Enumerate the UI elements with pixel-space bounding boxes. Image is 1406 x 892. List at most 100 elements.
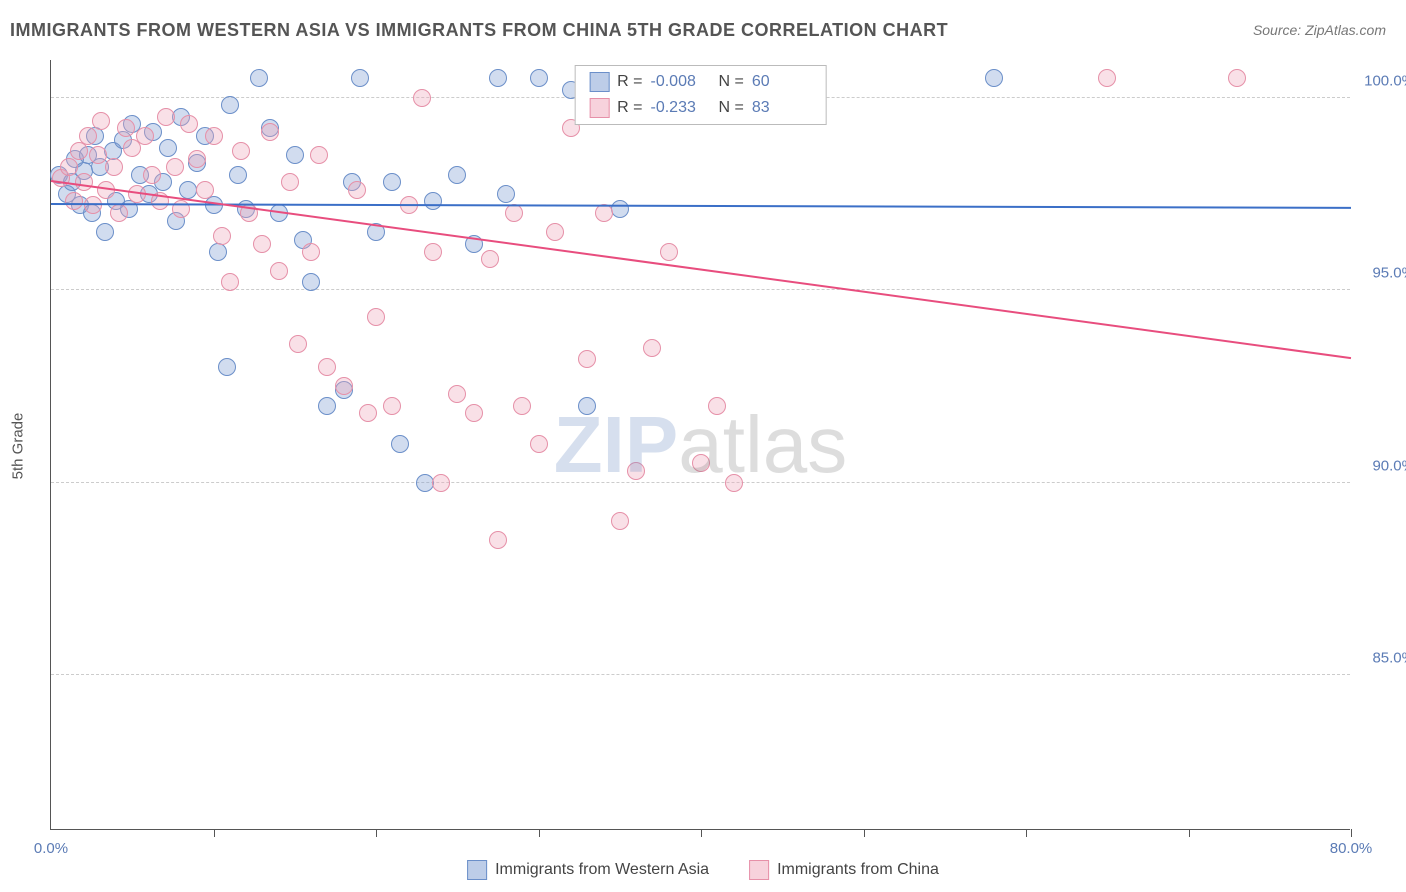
data-point <box>205 127 223 145</box>
r-value-blue: -0.008 <box>651 73 711 91</box>
x-tick-label: 80.0% <box>1330 840 1373 857</box>
data-point <box>660 243 678 261</box>
data-point <box>318 397 336 415</box>
data-point <box>281 173 299 191</box>
x-tick-label: 0.0% <box>34 840 68 857</box>
chart-title: IMMIGRANTS FROM WESTERN ASIA VS IMMIGRAN… <box>10 20 948 41</box>
data-point <box>391 435 409 453</box>
data-point <box>261 123 279 141</box>
data-point <box>359 404 377 422</box>
data-point <box>110 204 128 222</box>
data-point <box>383 173 401 191</box>
data-point <box>1098 69 1116 87</box>
n-value-pink: 83 <box>752 99 812 117</box>
legend-swatch-pink-icon <box>749 860 769 880</box>
legend-row-blue: R = -0.008 N = 60 <box>589 72 812 92</box>
data-point <box>643 339 661 357</box>
data-point <box>611 200 629 218</box>
data-point <box>89 146 107 164</box>
data-point <box>383 397 401 415</box>
data-point <box>143 166 161 184</box>
data-point <box>497 185 515 203</box>
data-point <box>489 69 507 87</box>
data-point <box>513 397 531 415</box>
gridline <box>51 674 1350 675</box>
data-point <box>505 204 523 222</box>
watermark-atlas: atlas <box>678 400 847 489</box>
plot-area: R = -0.008 N = 60 R = -0.233 N = 83 ZIPa… <box>50 60 1350 830</box>
x-tick <box>376 829 377 837</box>
data-point <box>221 273 239 291</box>
chart-container: IMMIGRANTS FROM WESTERN ASIA VS IMMIGRAN… <box>0 0 1406 892</box>
data-point <box>318 358 336 376</box>
data-point <box>221 96 239 114</box>
data-point <box>578 350 596 368</box>
data-point <box>250 69 268 87</box>
watermark-zip: ZIP <box>554 400 678 489</box>
data-point <box>286 146 304 164</box>
data-point <box>65 192 83 210</box>
data-point <box>310 146 328 164</box>
data-point <box>985 69 1003 87</box>
x-tick <box>214 829 215 837</box>
y-tick-label: 95.0% <box>1372 265 1406 282</box>
swatch-blue-icon <box>589 72 609 92</box>
r-label-blue: R = <box>617 73 642 91</box>
data-point <box>289 335 307 353</box>
data-point <box>196 181 214 199</box>
legend-swatch-blue-icon <box>467 860 487 880</box>
data-point <box>611 512 629 530</box>
data-point <box>367 308 385 326</box>
data-point <box>627 462 645 480</box>
data-point <box>159 139 177 157</box>
x-tick <box>1189 829 1190 837</box>
data-point <box>348 181 366 199</box>
data-point <box>351 69 369 87</box>
data-point <box>209 243 227 261</box>
y-tick-label: 90.0% <box>1372 457 1406 474</box>
x-tick <box>1351 829 1352 837</box>
data-point <box>96 223 114 241</box>
data-point <box>270 262 288 280</box>
y-axis-label: 5th Grade <box>10 413 27 480</box>
legend-label-pink: Immigrants from China <box>777 861 939 879</box>
data-point <box>84 196 102 214</box>
x-tick <box>864 829 865 837</box>
data-point <box>232 142 250 160</box>
data-point <box>70 142 88 160</box>
data-point <box>424 243 442 261</box>
data-point <box>117 119 135 137</box>
data-point <box>188 150 206 168</box>
data-point <box>448 166 466 184</box>
data-point <box>546 223 564 241</box>
data-point <box>530 435 548 453</box>
y-tick-label: 100.0% <box>1364 72 1406 89</box>
data-point <box>465 404 483 422</box>
data-point <box>489 531 507 549</box>
legend-row-pink: R = -0.233 N = 83 <box>589 98 812 118</box>
data-point <box>218 358 236 376</box>
data-point <box>578 397 596 415</box>
data-point <box>595 204 613 222</box>
data-point <box>530 69 548 87</box>
data-point <box>79 127 97 145</box>
data-point <box>180 115 198 133</box>
data-point <box>302 243 320 261</box>
n-label-pink: N = <box>719 99 744 117</box>
legend-item-blue: Immigrants from Western Asia <box>467 860 709 880</box>
x-tick <box>539 829 540 837</box>
chart-source: Source: ZipAtlas.com <box>1253 22 1386 38</box>
data-point <box>335 377 353 395</box>
gridline <box>51 289 1350 290</box>
data-point <box>136 127 154 145</box>
data-point <box>179 181 197 199</box>
data-point <box>253 235 271 253</box>
data-point <box>157 108 175 126</box>
legend-label-blue: Immigrants from Western Asia <box>495 861 709 879</box>
data-point <box>302 273 320 291</box>
data-point <box>432 474 450 492</box>
legend-item-pink: Immigrants from China <box>749 860 939 880</box>
data-point <box>1228 69 1246 87</box>
data-point <box>92 112 110 130</box>
data-point <box>481 250 499 268</box>
